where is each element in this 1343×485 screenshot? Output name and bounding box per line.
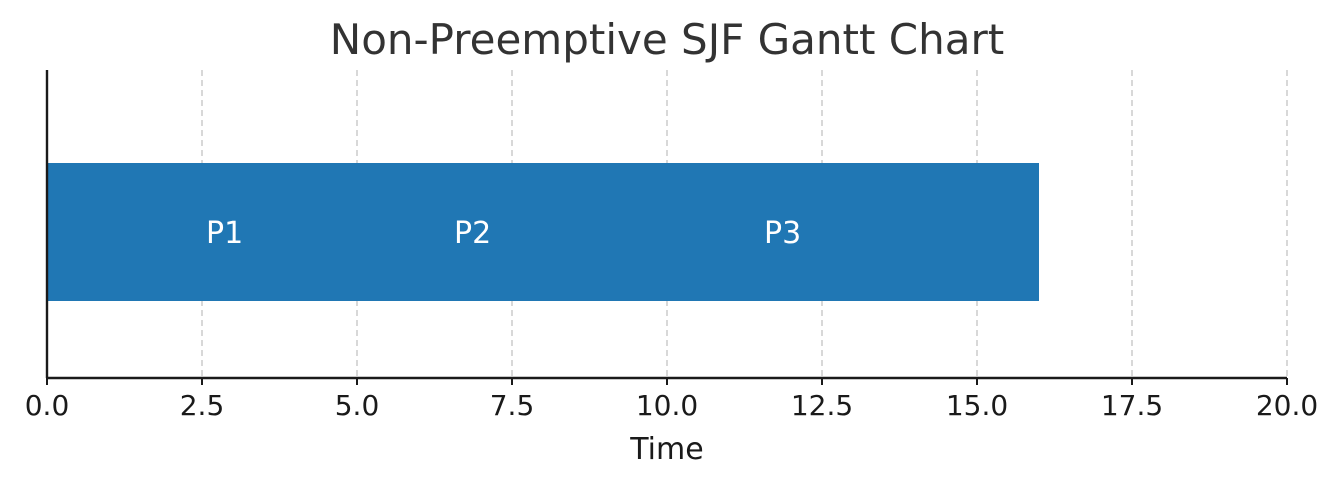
bar-label-p1: P1: [206, 216, 243, 251]
bars: [47, 163, 1039, 301]
bar-label-p3: P3: [764, 216, 801, 251]
bar-label-p2: P2: [454, 216, 491, 251]
bar-annotations: P1 P2 P3: [206, 216, 801, 251]
x-tick-label: 12.5: [791, 389, 853, 422]
x-tick-label: 2.5: [180, 389, 225, 422]
axes: 0.0 2.5 5.0 7.5 10.0 12.5 15.0 17.5 20.0: [25, 70, 1318, 422]
x-tick-label: 15.0: [946, 389, 1008, 422]
x-tick-label: 10.0: [636, 389, 698, 422]
x-tick-label: 7.5: [490, 389, 535, 422]
gantt-bar-p1: [47, 163, 1039, 301]
x-tick-label: 17.5: [1101, 389, 1163, 422]
chart-title: Non-Preemptive SJF Gantt Chart: [330, 15, 1004, 64]
x-tick-label: 20.0: [1256, 389, 1318, 422]
x-axis-label: Time: [629, 432, 703, 467]
x-tick-label: 5.0: [335, 389, 380, 422]
x-tick-label: 0.0: [25, 389, 70, 422]
